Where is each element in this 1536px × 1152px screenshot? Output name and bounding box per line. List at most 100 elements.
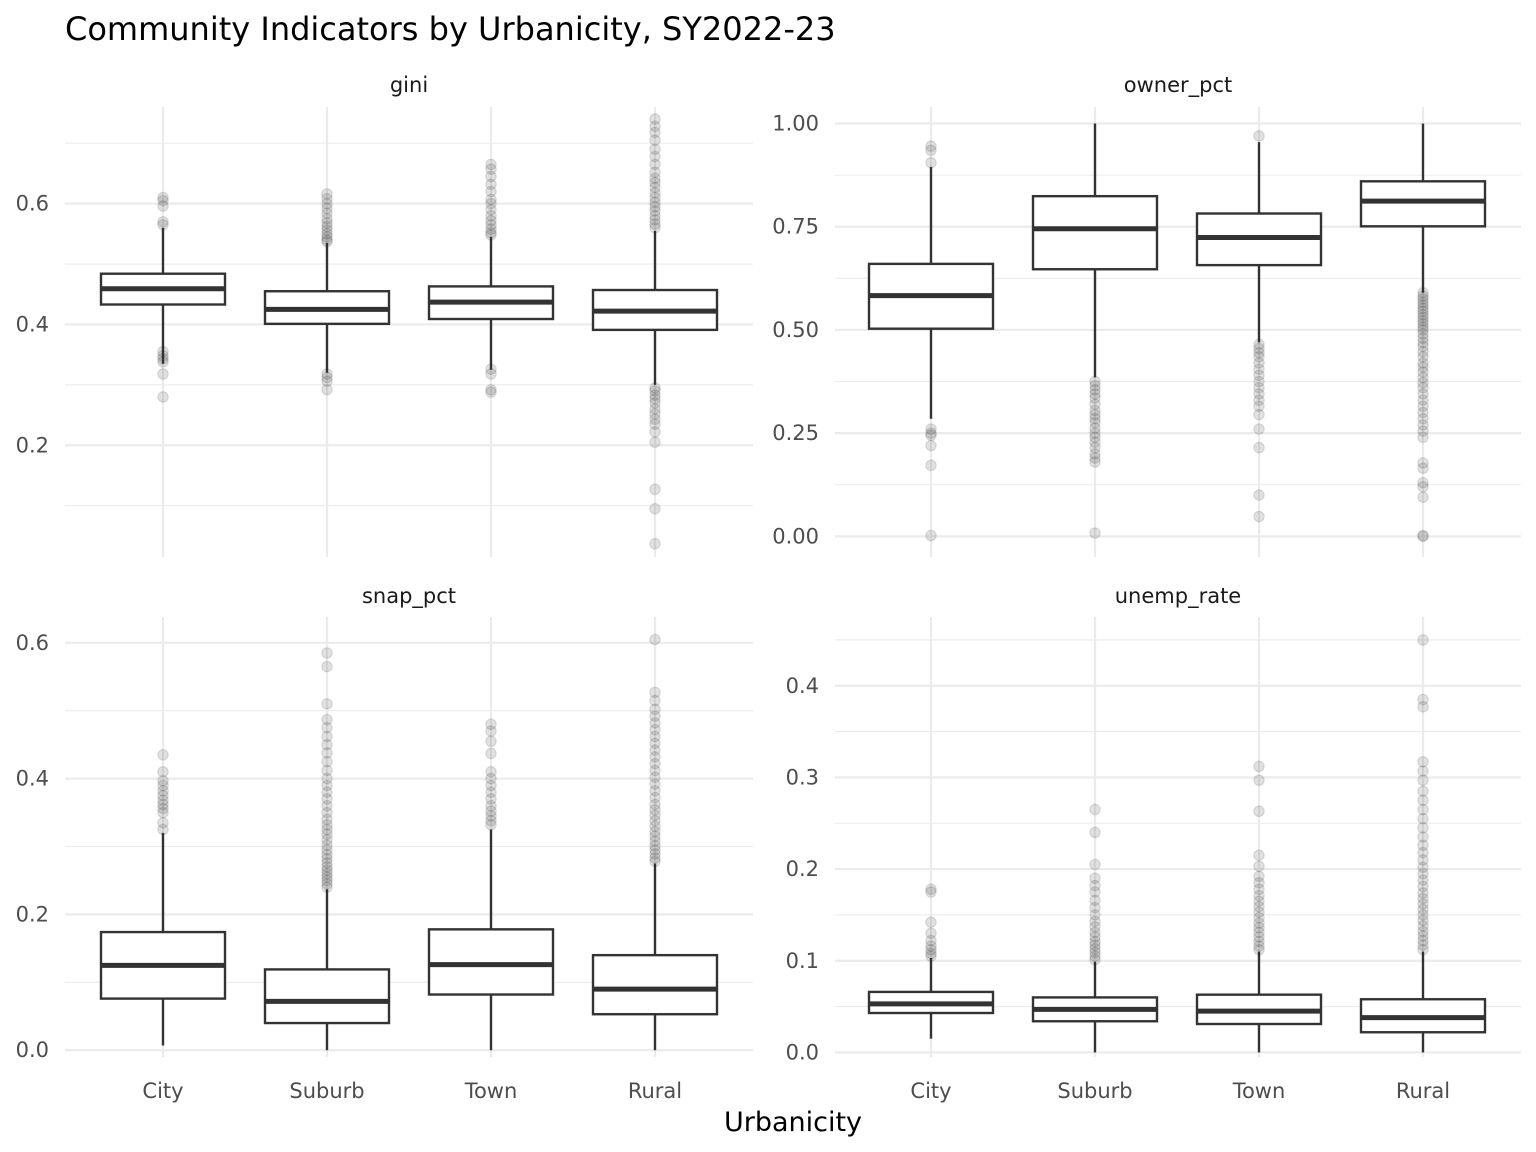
outlier-point (1417, 400, 1429, 413)
outlier-point (485, 214, 497, 227)
outlier-point (1253, 921, 1265, 934)
y-tick-label: 0.6 (16, 192, 49, 216)
outlier-point (1417, 794, 1429, 807)
outlier-point (1417, 934, 1429, 947)
outlier-point (649, 389, 661, 401)
y-tick-label: 0.4 (16, 767, 49, 791)
box-rural (1359, 634, 1487, 1053)
outlier-point (1417, 774, 1429, 786)
outlier-point (321, 647, 333, 659)
outlier-point (321, 383, 333, 396)
outlier-point (1089, 872, 1101, 885)
outlier-point (649, 814, 661, 827)
outlier-point (1417, 854, 1429, 866)
outlier-point (1417, 909, 1429, 921)
outlier-point (321, 861, 333, 873)
outlier-point (649, 820, 661, 832)
outlier-point (1417, 346, 1429, 358)
outlier-point (1417, 293, 1429, 305)
outlier-point (649, 710, 661, 722)
outlier-point (485, 799, 497, 812)
iqr-box (591, 953, 719, 1016)
outlier-point (1417, 328, 1429, 340)
outlier-point (321, 217, 333, 229)
outlier-point (1089, 379, 1101, 392)
outlier-point (1417, 425, 1429, 437)
outlier-point (321, 878, 333, 890)
facet-panel-unemp-rate: 0.0 0.1 0.2 0.3 0.4 unemp_rate City Suburb Town R… (786, 584, 1521, 1103)
outlier-point (925, 427, 937, 439)
outlier-point (485, 218, 497, 231)
y-tick-label: 0.00 (772, 524, 819, 548)
box-rural (591, 633, 719, 1051)
outlier-point (649, 835, 661, 847)
outlier-point (649, 785, 661, 797)
box-suburb (263, 188, 391, 396)
outlier-point (321, 874, 333, 887)
outlier-point (1089, 375, 1101, 388)
outlier-point (1089, 879, 1101, 892)
outlier-point (1089, 422, 1101, 434)
outlier-point (1253, 889, 1265, 902)
outlier-point (649, 218, 661, 230)
outlier-point (1417, 846, 1429, 859)
outlier-point (1089, 427, 1101, 439)
outlier-point (925, 439, 937, 452)
outlier-point (649, 200, 661, 213)
outlier-point (321, 188, 333, 200)
outlier-point (925, 459, 937, 472)
outlier-point (321, 839, 333, 851)
outlier-point (1253, 342, 1265, 355)
box-city (867, 140, 995, 542)
outlier-point (649, 413, 661, 426)
outlier-point (321, 212, 333, 225)
outlier-point (649, 120, 661, 133)
outlier-point (649, 134, 661, 147)
outlier-point (1417, 903, 1429, 916)
outlier-point (1417, 898, 1429, 910)
outlier-point (1417, 315, 1429, 327)
outlier-point (1253, 940, 1265, 952)
outlier-point (1417, 861, 1429, 874)
outlier-point (157, 816, 169, 829)
outlier-point (1253, 849, 1265, 862)
outlier-point (1089, 939, 1101, 951)
y-tick-label: 0.75 (772, 215, 819, 239)
box-suburb (1031, 123, 1159, 539)
outlier-point (1417, 925, 1429, 938)
outlier-point (1417, 336, 1429, 349)
outlier-point (321, 202, 333, 215)
outlier-point (157, 200, 169, 212)
outlier-point (649, 214, 661, 226)
outlier-point (925, 156, 937, 169)
outlier-point (321, 779, 333, 792)
outlier-point (1417, 822, 1429, 834)
y-tick-label: 0.0 (786, 1040, 819, 1064)
outlier-point (1417, 756, 1429, 768)
outlier-point (649, 537, 661, 550)
outlier-point (1253, 363, 1265, 375)
box-city (867, 883, 995, 1039)
outlier-point (485, 772, 497, 785)
outlier-point (649, 143, 661, 156)
outlier-point (321, 368, 333, 380)
outlier-point (649, 150, 661, 163)
outlier-point (649, 186, 661, 199)
outlier-point (1417, 317, 1429, 330)
outlier-point (1089, 943, 1101, 955)
outlier-point (649, 791, 661, 804)
outlier-point (649, 126, 661, 139)
y-tick-label: 0.4 (786, 674, 819, 698)
outlier-point (1417, 920, 1429, 932)
outlier-point (1417, 431, 1429, 444)
y-tick-label: 0.2 (16, 902, 49, 926)
outlier-point (1089, 436, 1101, 449)
outlier-point (1417, 831, 1429, 843)
outlier-point (321, 375, 333, 388)
outlier-point (1089, 950, 1101, 962)
x-tick-label: Rural (1396, 1079, 1450, 1103)
outlier-point (1089, 803, 1101, 816)
outlier-point (1089, 447, 1101, 460)
x-tick-label: City (910, 1079, 951, 1103)
outlier-point (1417, 892, 1429, 905)
